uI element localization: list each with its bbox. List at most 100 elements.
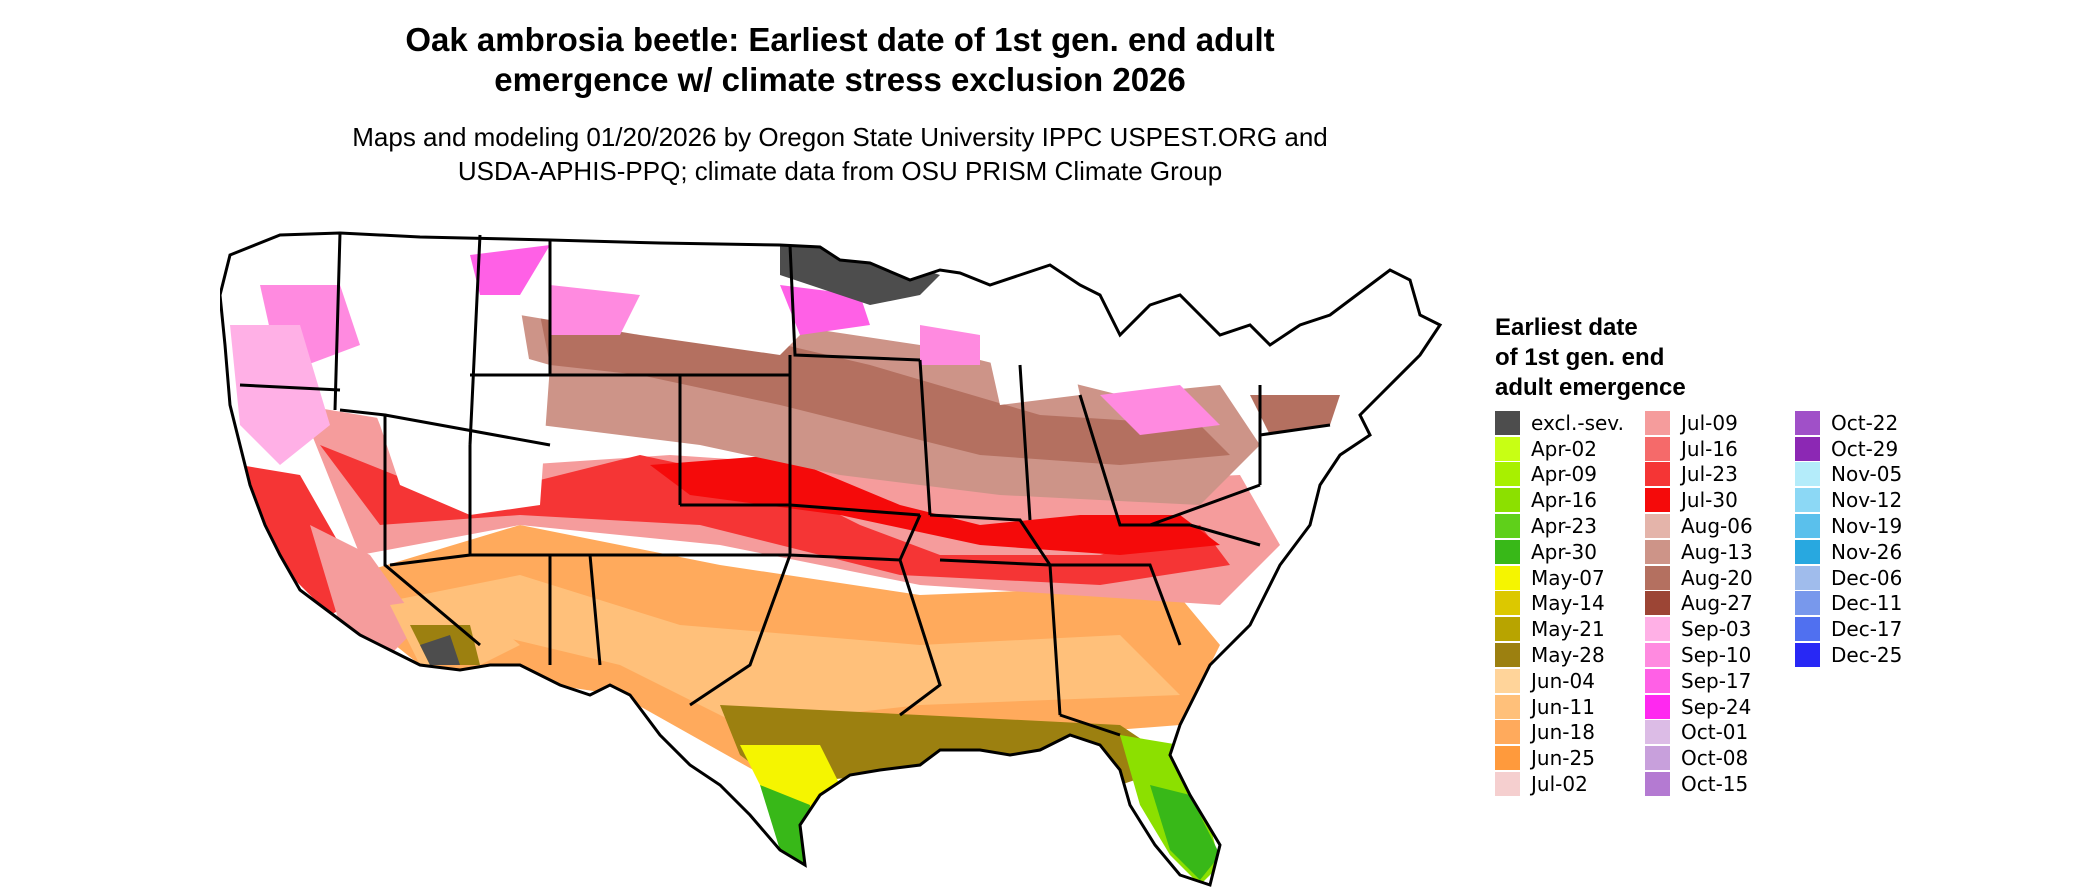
legend-item: Nov-05 <box>1795 462 1902 488</box>
legend-item: Jul-30 <box>1645 487 1753 513</box>
legend-title-line-2: of 1st gen. end <box>1495 344 1665 371</box>
legend-swatch <box>1645 694 1670 719</box>
legend-item: Apr-16 <box>1495 487 1624 513</box>
legend-swatch <box>1495 720 1520 745</box>
legend-swatch <box>1495 565 1520 590</box>
legend-swatch <box>1495 436 1520 461</box>
legend-swatch <box>1645 514 1670 539</box>
legend-item: Dec-25 <box>1795 642 1902 668</box>
legend-swatch <box>1645 539 1670 564</box>
legend-item: Sep-24 <box>1645 694 1753 720</box>
legend-item: Apr-02 <box>1495 436 1624 462</box>
legend-label: Aug-13 <box>1681 539 1753 564</box>
legend-swatch <box>1645 643 1670 668</box>
legend-label: Jul-09 <box>1681 410 1738 435</box>
legend-swatch <box>1645 617 1670 642</box>
legend-swatch <box>1495 772 1520 797</box>
legend-label: Sep-10 <box>1681 643 1752 668</box>
legend-swatch <box>1495 668 1520 693</box>
legend-item: Jul-16 <box>1645 436 1753 462</box>
subtitle-line-1: Maps and modeling 01/20/2026 by Oregon S… <box>352 122 1328 152</box>
legend-label: Nov-12 <box>1831 488 1903 513</box>
legend-swatch <box>1645 591 1670 616</box>
legend-item: Apr-23 <box>1495 513 1624 539</box>
legend-item: Sep-17 <box>1645 668 1753 694</box>
legend-label: Jul-02 <box>1531 772 1588 797</box>
legend-item: Oct-08 <box>1645 745 1753 771</box>
legend-label: Oct-08 <box>1681 746 1749 771</box>
legend-swatch <box>1495 694 1520 719</box>
legend-swatch <box>1645 488 1670 513</box>
legend-item: Nov-12 <box>1795 487 1902 513</box>
legend-title-line-1: Earliest date <box>1495 314 1638 341</box>
legend-item: Aug-20 <box>1645 565 1753 591</box>
legend-label: Jul-30 <box>1681 488 1738 513</box>
legend-title-line-3: adult emergence <box>1495 374 1686 401</box>
legend-swatch <box>1795 514 1820 539</box>
legend-swatch <box>1645 565 1670 590</box>
legend-label: Aug-06 <box>1681 514 1753 539</box>
legend-label: May-14 <box>1531 591 1605 616</box>
legend-label: Aug-20 <box>1681 565 1753 590</box>
legend-label: Sep-17 <box>1681 668 1752 693</box>
legend-item: excl.-sev. <box>1495 410 1624 436</box>
legend-item: Apr-30 <box>1495 539 1624 565</box>
legend-item: Jul-09 <box>1645 410 1753 436</box>
legend-label: May-07 <box>1531 565 1605 590</box>
legend-label: Jul-16 <box>1681 436 1738 461</box>
legend-swatch <box>1795 488 1820 513</box>
legend-item: Apr-09 <box>1495 462 1624 488</box>
legend-item: Dec-06 <box>1795 565 1902 591</box>
legend-label: Sep-24 <box>1681 694 1752 719</box>
legend-item: May-21 <box>1495 616 1624 642</box>
legend-label: Apr-23 <box>1531 514 1597 539</box>
legend-label: Oct-29 <box>1831 436 1899 461</box>
map-subtitle: Maps and modeling 01/20/2026 by Oregon S… <box>240 120 1440 188</box>
legend-item: Oct-15 <box>1645 771 1753 797</box>
legend-item: Jun-18 <box>1495 720 1624 746</box>
legend-swatch <box>1495 462 1520 487</box>
legend-swatch <box>1795 643 1820 668</box>
legend-swatch <box>1495 591 1520 616</box>
legend-label: Nov-19 <box>1831 514 1903 539</box>
legend-item: May-14 <box>1495 591 1624 617</box>
legend-item: Jun-11 <box>1495 694 1624 720</box>
legend-title: Earliest date of 1st gen. end adult emer… <box>1495 313 1686 403</box>
legend-label: Jun-25 <box>1531 746 1595 771</box>
legend-swatch <box>1795 410 1820 435</box>
legend-label: Jun-04 <box>1531 668 1595 693</box>
legend-item: Nov-26 <box>1795 539 1902 565</box>
legend-item: Jun-25 <box>1495 745 1624 771</box>
legend-label: May-21 <box>1531 617 1605 642</box>
legend-label: Dec-06 <box>1831 565 1903 590</box>
legend-label: Oct-01 <box>1681 720 1749 745</box>
subtitle-line-2: USDA-APHIS-PPQ; climate data from OSU PR… <box>457 156 1223 186</box>
legend-item: Sep-03 <box>1645 616 1753 642</box>
legend-swatch <box>1645 410 1670 435</box>
legend-swatch <box>1495 514 1520 539</box>
legend-swatch <box>1645 668 1670 693</box>
legend-item: Jun-04 <box>1495 668 1624 694</box>
legend-swatch <box>1795 565 1820 590</box>
legend-swatch <box>1495 410 1520 435</box>
map-title: Oak ambrosia beetle: Earliest date of 1s… <box>240 20 1440 100</box>
legend-swatch <box>1795 617 1820 642</box>
legend-item: Aug-06 <box>1645 513 1753 539</box>
legend-label: Apr-16 <box>1531 488 1597 513</box>
legend-swatch <box>1495 617 1520 642</box>
title-line-1: Oak ambrosia beetle: Earliest date of 1s… <box>405 21 1275 58</box>
legend-item: Aug-13 <box>1645 539 1753 565</box>
legend-label: Dec-17 <box>1831 617 1903 642</box>
legend-swatch <box>1795 591 1820 616</box>
legend-item: Oct-22 <box>1795 410 1902 436</box>
legend-label: Sep-03 <box>1681 617 1752 642</box>
legend-swatch <box>1645 772 1670 797</box>
legend-item: Oct-01 <box>1645 720 1753 746</box>
legend-label: Aug-27 <box>1681 591 1753 616</box>
legend-label: excl.-sev. <box>1531 410 1624 435</box>
legend-swatch <box>1795 462 1820 487</box>
legend-label: Apr-30 <box>1531 539 1597 564</box>
legend-label: Oct-22 <box>1831 410 1899 435</box>
legend-swatch <box>1495 539 1520 564</box>
legend-item: Aug-27 <box>1645 591 1753 617</box>
